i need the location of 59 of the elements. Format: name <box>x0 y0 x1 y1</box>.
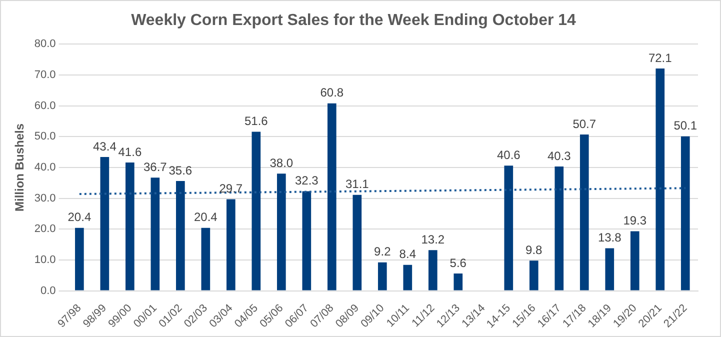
bar <box>100 157 110 290</box>
data-label: 31.1 <box>345 177 370 192</box>
y-tick-label: 0.0 <box>40 284 56 297</box>
bar <box>176 181 185 290</box>
data-label: 32.3 <box>294 174 319 188</box>
bar <box>226 199 236 290</box>
data-label: 13.8 <box>598 230 622 245</box>
data-label: 40.6 <box>496 148 521 162</box>
data-label: 60.8 <box>320 86 344 100</box>
bar <box>529 260 538 290</box>
bar <box>126 162 134 290</box>
data-label: 20.4 <box>68 210 92 224</box>
bar <box>630 231 640 290</box>
chart-title: Weekly Corn Export Sales for the Week Ending October 14 <box>131 12 576 30</box>
y-tick-label: 10.0 <box>34 254 56 266</box>
data-label: 9.8 <box>526 242 543 257</box>
data-label: 40.3 <box>547 148 572 163</box>
data-label: 51.6 <box>244 114 268 128</box>
bar <box>454 274 463 290</box>
data-label: 41.6 <box>118 144 142 159</box>
y-tick-label: 60.0 <box>34 100 56 112</box>
bar <box>352 194 362 290</box>
data-label: 9.2 <box>374 244 392 259</box>
data-label: 35.6 <box>168 163 192 178</box>
bar <box>302 191 312 290</box>
bar <box>656 68 665 290</box>
data-label: 43.4 <box>93 139 117 154</box>
bar <box>680 136 690 290</box>
data-label: 13.2 <box>421 232 445 246</box>
data-label: 29.7 <box>219 182 243 196</box>
data-label: 50.1 <box>674 118 698 133</box>
data-label: 36.7 <box>143 160 168 174</box>
bar <box>75 228 84 290</box>
bar <box>150 178 160 290</box>
data-label: 20.4 <box>194 210 218 224</box>
bar <box>554 166 564 290</box>
y-axis-title: Million Bushels <box>12 123 27 212</box>
bar <box>403 264 412 290</box>
data-label: 38.0 <box>270 156 294 170</box>
y-tick-label: 40.0 <box>34 162 56 174</box>
data-label: 5.6 <box>450 256 467 270</box>
bar <box>504 166 514 290</box>
bar <box>378 262 387 290</box>
y-tick-label: 70.0 <box>34 69 56 82</box>
bar <box>580 134 589 290</box>
bar <box>276 174 286 290</box>
y-tick-label: 50.0 <box>34 130 56 143</box>
bar <box>605 248 614 290</box>
data-label: 8.4 <box>399 247 416 262</box>
y-tick-label: 30.0 <box>34 192 56 204</box>
bar <box>428 250 438 290</box>
data-label: 50.7 <box>572 116 596 131</box>
y-tick-label: 80.0 <box>34 38 56 50</box>
bar <box>327 103 336 290</box>
data-label: 72.1 <box>648 50 672 65</box>
y-tick-label: 20.0 <box>34 223 56 236</box>
bar <box>252 132 261 290</box>
data-label: 19.3 <box>623 214 647 228</box>
bar <box>201 228 210 290</box>
